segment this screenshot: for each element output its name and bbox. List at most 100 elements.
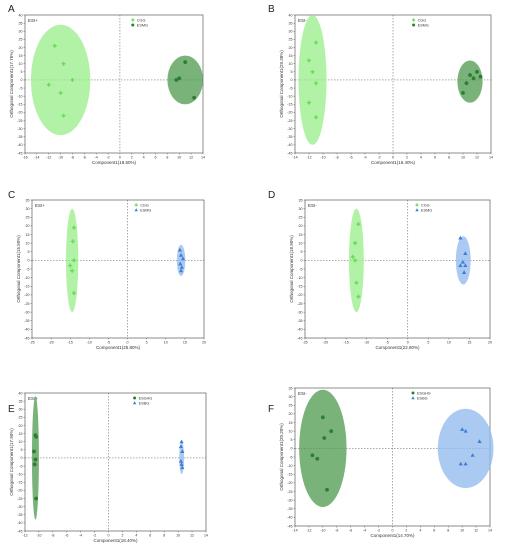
data-point [34, 434, 39, 439]
x-tick-label: -8 [51, 534, 54, 538]
y-tick-label: -5 [299, 267, 302, 271]
confidence-ellipse [298, 15, 327, 145]
x-tick-label: 4 [135, 534, 137, 538]
y-tick-label: -10 [287, 94, 292, 98]
y-tick-label: -45 [17, 151, 22, 155]
panel-letter: E [8, 404, 15, 415]
y-tick-label: -45 [297, 336, 302, 340]
data-point [320, 415, 325, 420]
x-tick-label: 20 [488, 341, 492, 345]
y-tick-label: 30 [289, 30, 293, 34]
panel-letter: C [8, 190, 15, 201]
y-tick-label: -40 [287, 143, 292, 147]
x-tick-label: 12 [189, 156, 193, 160]
y-tick-label: 40 [289, 13, 293, 17]
ion-mode-label: ESI- [298, 18, 307, 23]
y-tick-label: 15 [289, 421, 293, 425]
y-tick-label: -10 [17, 472, 22, 476]
y-tick-label: -5 [289, 86, 292, 90]
data-point [463, 263, 468, 268]
y-axis-label: Orthogonal Component1(17.90%) [9, 428, 14, 496]
y-tick-label: 35 [289, 386, 293, 390]
x-tick-label: 14 [204, 534, 208, 538]
x-tick-label: -8 [335, 529, 338, 533]
y-tick-label: 0 [21, 456, 23, 460]
x-tick-label: 5 [146, 341, 148, 345]
x-tick-label: 10 [460, 529, 464, 533]
data-point [307, 100, 311, 105]
x-tick-label: -14 [292, 156, 297, 160]
x-tick-label: -10 [320, 529, 325, 533]
x-axis-label: Component1(25.80%) [96, 345, 141, 350]
data-point [471, 76, 476, 81]
x-tick-label: 6 [155, 156, 157, 160]
y-tick-label: 40 [19, 391, 23, 395]
data-point [462, 270, 467, 274]
y-tick-label: -25 [297, 302, 302, 306]
panel-letter: B [268, 4, 275, 15]
y-tick-label: -45 [287, 151, 292, 155]
data-point [310, 453, 315, 458]
data-point [460, 427, 465, 431]
legend-label: CGG [137, 18, 146, 22]
x-tick-label: 12 [474, 529, 478, 533]
x-tick-label: -4 [79, 534, 82, 538]
x-tick-label: 0 [108, 534, 110, 538]
legend-marker [134, 208, 138, 212]
data-point [32, 449, 36, 454]
x-tick-label: -14 [34, 156, 39, 160]
x-tick-label: -15 [344, 341, 349, 345]
x-tick-label: -15 [68, 341, 73, 345]
y-tick-label: 10 [26, 241, 30, 245]
x-tick-label: -12 [306, 529, 311, 533]
data-point [314, 81, 318, 86]
data-point [178, 458, 184, 463]
data-point [177, 76, 182, 81]
x-tick-label: 2 [121, 534, 123, 538]
x-axis-label: Component1(16.40%) [371, 160, 416, 165]
y-tick-label: 40 [19, 13, 23, 17]
x-tick-label: -5 [107, 341, 110, 345]
y-tick-label: 20 [26, 224, 30, 228]
y-tick-label: -30 [24, 310, 29, 314]
y-tick-label: 10 [299, 241, 303, 245]
data-point [354, 280, 359, 285]
y-tick-label: -25 [287, 490, 292, 494]
x-tick-label: -12 [46, 156, 51, 160]
y-tick-label: 10 [19, 62, 23, 66]
x-tick-label: 10 [447, 341, 451, 345]
y-tick-label: -40 [17, 143, 22, 147]
data-point [179, 265, 184, 269]
x-tick-label: -10 [87, 341, 92, 345]
data-point [322, 436, 327, 440]
x-tick-label: 2 [131, 156, 133, 160]
data-point [179, 462, 184, 466]
x-axis-label: Component1(22.80%) [375, 345, 420, 350]
data-point [192, 95, 197, 100]
y-tick-label: 0 [291, 78, 293, 82]
data-point [61, 113, 66, 118]
data-point [478, 74, 483, 79]
data-point [353, 258, 358, 263]
ion-mode-label: ESI+ [35, 203, 45, 208]
ion-mode-label: ESI- [308, 203, 317, 208]
y-tick-label: -30 [287, 498, 292, 502]
data-point [463, 251, 468, 255]
x-tick-label: 2 [406, 156, 408, 160]
y-tick-label: 5 [291, 438, 293, 442]
y-axis-label: Orthogonal Component1(20.20%) [279, 423, 284, 491]
y-tick-label: 0 [291, 447, 293, 451]
x-tick-label: 12 [475, 156, 479, 160]
x-tick-label: 5 [427, 341, 429, 345]
data-point [61, 61, 66, 66]
y-tick-label: 10 [289, 62, 293, 66]
x-tick-label: -10 [58, 156, 63, 160]
y-tick-label: -10 [287, 464, 292, 468]
legend-marker [131, 23, 135, 27]
data-point [468, 73, 472, 77]
data-point [314, 40, 318, 45]
y-tick-label: -30 [17, 505, 22, 509]
x-tick-label: -5 [386, 341, 389, 345]
